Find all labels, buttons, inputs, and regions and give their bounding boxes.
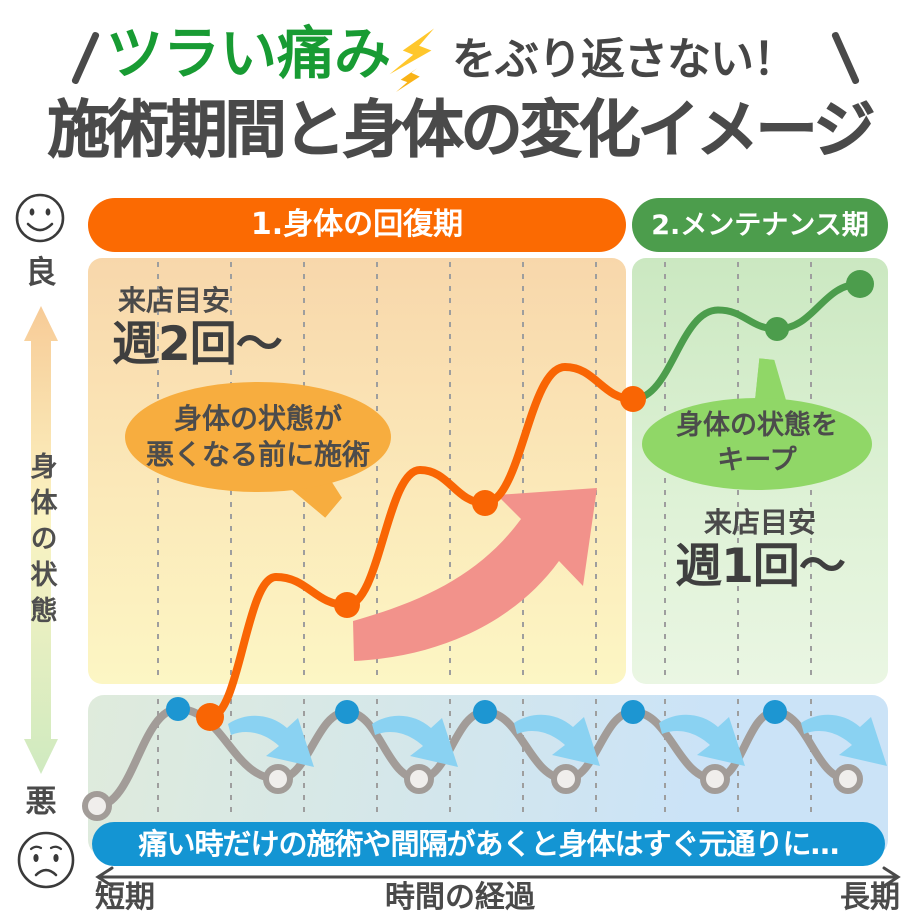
recovery-line <box>206 362 637 721</box>
header: ツラい痛み をぶり返さない！ <box>0 24 920 98</box>
lightning-icon <box>389 28 435 93</box>
decline-arrow-icon <box>228 715 314 767</box>
maintenance-bubble-line2: キープ <box>717 445 797 476</box>
maintenance-bubble-line1: 身体の状態を <box>676 410 838 442</box>
trend-arrow-icon <box>353 488 597 661</box>
header-suffix-text: をぶり返さない！ <box>452 34 797 85</box>
wave-trough-circle <box>404 764 434 794</box>
happy-face-icon <box>15 193 65 243</box>
wave-peak-dot <box>166 697 190 721</box>
wave-trough-circle <box>833 764 863 794</box>
wave-peak-dot <box>621 700 645 724</box>
recovery-note-value: 週2回〜 <box>112 317 283 372</box>
decline-arrow-icon <box>659 714 745 766</box>
header-highlight-text: ツラい痛み <box>106 21 391 87</box>
y-axis-bad-label: 悪 <box>25 784 57 820</box>
recovery-session-dot <box>620 386 646 412</box>
wave-trough-circle <box>700 764 730 794</box>
recovery-bubble-line2: 悪くなる前に施術 <box>145 438 370 471</box>
y-axis-good-label: 良 <box>25 255 57 291</box>
maintenance-line <box>629 280 864 403</box>
x-axis-right-label: 長期 <box>840 880 900 915</box>
maintenance-note-value: 週1回〜 <box>675 539 846 594</box>
x-axis-center-label: 時間の経過 <box>385 880 535 915</box>
bottom-warning-banner: 痛い時だけの施術や間隔があくと身体はすぐ元通りに… <box>92 822 885 866</box>
recovery-phase-banner: 1.身体の回復期 <box>88 198 626 252</box>
page-title: 施術期間と身体の変化イメージ <box>47 93 876 166</box>
maintenance-speech-bubble: 身体の状態を キープ <box>642 398 872 490</box>
decline-arrow-icon <box>514 714 600 766</box>
sad-face-icon <box>17 831 75 889</box>
wave-trough-circle <box>263 764 293 794</box>
y-axis-arrow <box>24 306 58 774</box>
x-axis-left-label: 短期 <box>95 880 155 915</box>
recovery-session-dot <box>196 703 224 731</box>
maintenance-session-dot <box>846 270 874 298</box>
recovery-speech-bubble: 身体の状態が 悪くなる前に施術 <box>125 382 391 492</box>
chart-layer <box>82 262 887 821</box>
x-axis-arrow <box>95 866 901 888</box>
decline-arrow-icon <box>372 715 458 767</box>
wave-peak-dot <box>763 700 787 724</box>
recovery-note-title: 来店目安 <box>118 284 231 317</box>
wave-trough-circle <box>551 764 581 794</box>
recovery-bubble-line1: 身体の状態が <box>173 402 342 436</box>
wave-peak-dot <box>473 700 497 724</box>
maintenance-phase-banner: 2.メンテナンス期 <box>632 198 888 252</box>
y-axis-title: 身体の状態 <box>25 452 57 632</box>
wave-peak-dot <box>335 700 359 724</box>
recovery-session-dot <box>334 592 360 618</box>
maintenance-session-dot <box>765 317 789 341</box>
maintenance-note-title: 来店目安 <box>703 506 816 539</box>
recovery-session-dot <box>472 490 498 516</box>
wave-trough-circle <box>82 791 112 821</box>
decline-arrow-icon <box>801 714 887 766</box>
